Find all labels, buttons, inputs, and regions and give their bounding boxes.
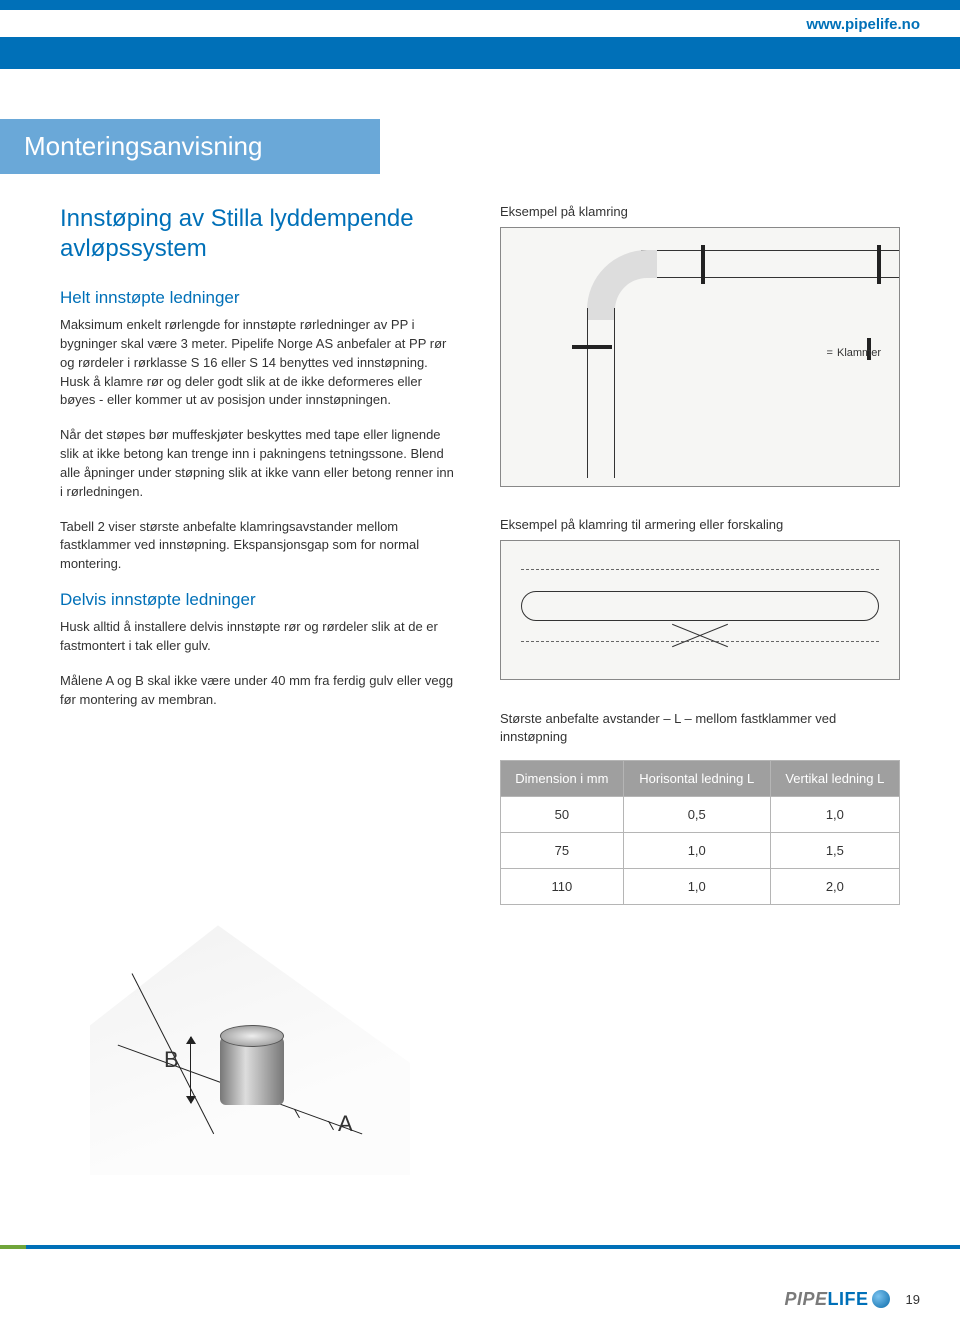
cell: 75	[501, 833, 624, 869]
logo-blue: LIFE	[828, 1289, 869, 1309]
section2-p2: Målene A og B skal ikke være under 40 mm…	[60, 672, 460, 710]
table-row: 110 1,0 2,0	[501, 869, 900, 905]
cell: 50	[501, 797, 624, 833]
col-dimension: Dimension i mm	[501, 761, 624, 797]
left-column: Innstøping av Stilla lyddempende avløpss…	[60, 204, 460, 905]
pipe-vertical	[587, 308, 615, 478]
table-row: 75 1,0 1,5	[501, 833, 900, 869]
cell: 1,0	[623, 869, 770, 905]
col-vertikal: Vertikal ledning L	[770, 761, 899, 797]
section1-p1: Maksimum enkelt rørlengde for innstøpte …	[60, 316, 460, 410]
cell: 110	[501, 869, 624, 905]
table-header-row: Dimension i mm Horisontal ledning L Vert…	[501, 761, 900, 797]
page-tab-title: Monteringsanvisning	[0, 119, 380, 174]
cell: 2,0	[770, 869, 899, 905]
figure-klamring: Klammer	[500, 227, 900, 487]
pipelife-logo: PIPELIFE	[785, 1289, 890, 1310]
figure-armering	[500, 540, 900, 680]
table-caption: Største anbefalte avstander – L – mellom…	[500, 710, 900, 746]
cell: 0,5	[623, 797, 770, 833]
header-band	[0, 37, 960, 69]
dimension-label-b: B	[164, 1047, 179, 1073]
section2-title: Delvis innstøpte ledninger	[60, 590, 460, 610]
page: www.pipelife.no Monteringsanvisning Inns…	[0, 0, 960, 1330]
logo-gray: PIPE	[785, 1289, 828, 1309]
main-title: Innstøping av Stilla lyddempende avløpss…	[60, 204, 460, 264]
fig1-caption: Eksempel på klamring	[500, 204, 900, 219]
clamp-tick	[590, 345, 612, 349]
page-number: 19	[906, 1292, 920, 1307]
right-column: Eksempel på klamring Klammer Eksempel på…	[500, 204, 900, 905]
rebar-pipe	[521, 591, 879, 621]
dimension-line-b	[190, 1037, 191, 1103]
pipe-stub-cylinder	[220, 1035, 284, 1105]
footer: PIPELIFE 19	[0, 1245, 960, 1330]
table-row: 50 0,5 1,0	[501, 797, 900, 833]
section2-p1: Husk alltid å installere delvis innstøpt…	[60, 618, 460, 656]
col-horisontal: Horisontal ledning L	[623, 761, 770, 797]
logo-globe-icon	[872, 1290, 890, 1308]
cell: 1,5	[770, 833, 899, 869]
cell: 1,0	[770, 797, 899, 833]
header-url-bar: www.pipelife.no	[0, 0, 960, 37]
dimension-label-a: A	[338, 1111, 353, 1137]
diagram-ab: B A	[60, 925, 440, 1205]
section1-title: Helt innstøpte ledninger	[60, 288, 460, 308]
cell: 1,0	[623, 833, 770, 869]
clamp-distance-table: Dimension i mm Horisontal ledning L Vert…	[500, 760, 900, 905]
rebar-wire-cross	[670, 621, 730, 651]
site-url: www.pipelife.no	[806, 16, 920, 33]
section1-p3: Tabell 2 viser største anbefalte klamrin…	[60, 518, 460, 575]
fig2-caption: Eksempel på klamring til armering eller …	[500, 517, 900, 532]
clamp-tick	[701, 262, 705, 284]
pipe-horizontal	[641, 250, 899, 278]
clamp-tick	[877, 262, 881, 284]
content-columns: Innstøping av Stilla lyddempende avløpss…	[0, 174, 960, 935]
klammer-label: Klammer	[827, 347, 881, 359]
section1-p2: Når det støpes bør muffeskjøter beskytte…	[60, 426, 460, 501]
